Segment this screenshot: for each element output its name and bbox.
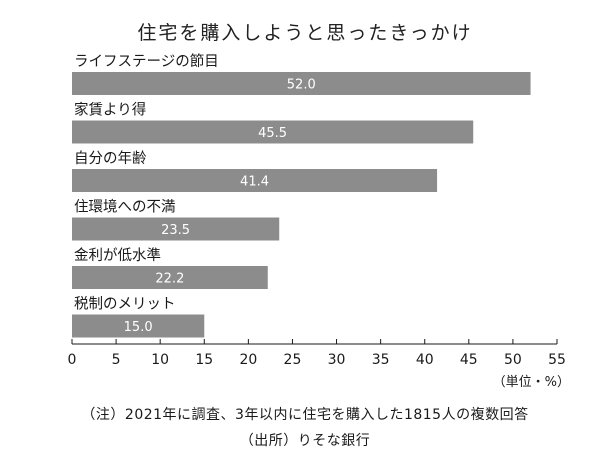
category-label: ライフステージの節目 bbox=[74, 52, 219, 70]
source-note: （出所）りそな銀行 bbox=[239, 433, 371, 449]
bar bbox=[72, 169, 438, 192]
footnote: （注）2021年に調査、3年以内に住宅を購入した1815人の複数回答 bbox=[81, 407, 529, 423]
bar bbox=[72, 314, 205, 338]
bar bbox=[72, 217, 280, 241]
x-tick-label: 45 bbox=[460, 352, 478, 368]
data-label: 15.0 bbox=[124, 320, 153, 335]
x-tick-label: 20 bbox=[239, 352, 257, 368]
data-label: 22.2 bbox=[155, 272, 184, 287]
x-tick-label: 10 bbox=[151, 352, 169, 368]
bar bbox=[72, 120, 474, 144]
x-tick-label: 55 bbox=[548, 352, 566, 368]
data-label: 41.4 bbox=[240, 175, 269, 190]
category-label: 住環境への不満 bbox=[74, 198, 176, 216]
category-label: 家賃より得 bbox=[74, 102, 146, 119]
x-tick-label: 40 bbox=[416, 352, 434, 368]
x-tick-label: 15 bbox=[195, 352, 213, 368]
chart-title: 住宅を購入しようと思ったきっかけ bbox=[137, 22, 473, 44]
data-label: 52.0 bbox=[287, 78, 316, 93]
x-tick-label: 50 bbox=[504, 352, 522, 368]
bar bbox=[72, 72, 531, 95]
unit-label: （単位・%） bbox=[492, 375, 570, 390]
bar bbox=[72, 266, 268, 289]
x-tick-label: 0 bbox=[68, 352, 77, 368]
data-label: 23.5 bbox=[161, 223, 190, 238]
data-label: 45.5 bbox=[258, 126, 287, 141]
category-label: 自分の年齢 bbox=[74, 150, 147, 167]
x-tick-label: 35 bbox=[372, 352, 390, 368]
x-tick-label: 30 bbox=[328, 352, 346, 368]
category-label: 金利が低水準 bbox=[74, 247, 161, 264]
category-label: 税制のメリット bbox=[74, 296, 176, 313]
x-tick-label: 5 bbox=[112, 352, 121, 368]
x-tick-label: 25 bbox=[284, 352, 302, 368]
